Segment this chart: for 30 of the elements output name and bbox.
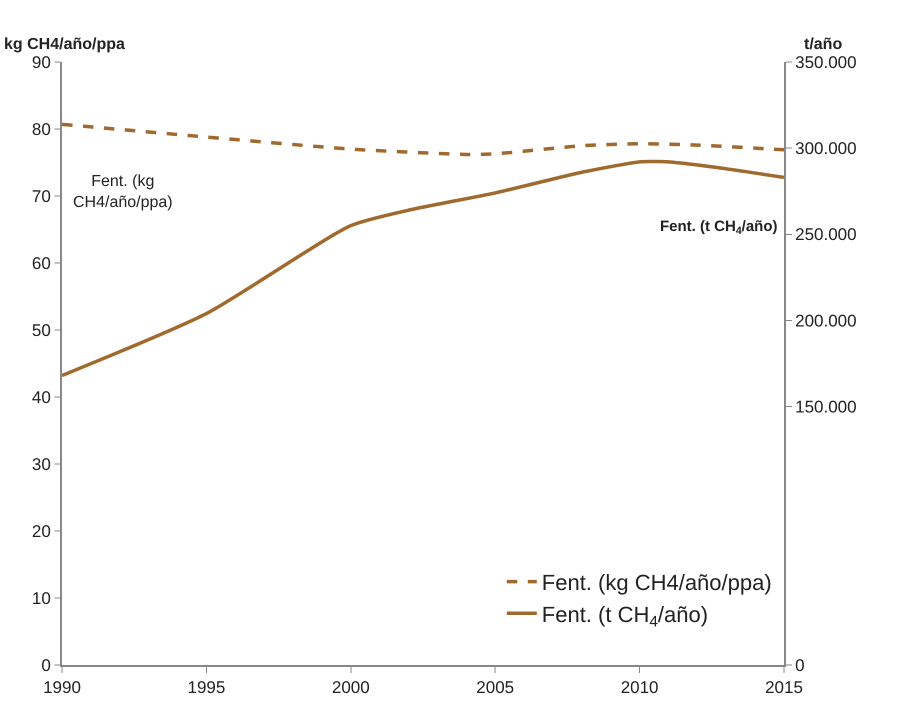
y-tick-label: 60 (32, 254, 51, 273)
y2-axis-title: t/año (804, 36, 842, 53)
x-tick-label: 1995 (187, 678, 226, 698)
y-tick-label: 50 (32, 320, 51, 340)
y2-tick-label: 200.000 (795, 311, 857, 330)
x-tick-label: 2015 (765, 678, 803, 698)
y2-tick-label: 0 (795, 656, 805, 675)
y2-tick-label: 350.000 (795, 52, 857, 72)
y-axis-title: kg CH4/año/ppa (4, 36, 126, 53)
y2-tick-label: 250.000 (795, 225, 857, 244)
y-tick-label: 40 (32, 388, 51, 407)
line-series (62, 160, 784, 378)
line-series (62, 122, 784, 156)
x-tick-label: 2005 (476, 678, 514, 698)
y-tick-label: 90 (32, 52, 51, 72)
x-tick-label: 1990 (43, 678, 81, 698)
legend-label: Fent. (kg CH4/año/ppa) (542, 570, 772, 596)
y-tick-label: 10 (32, 588, 51, 608)
y-tick-label: 30 (32, 454, 51, 474)
x-tick-label: 2000 (332, 678, 370, 698)
annotation: Fent. (t CH$_{4}$/año) (660, 218, 778, 238)
legend-label: Fent. (t CH$_{4}$/año) (542, 602, 708, 630)
y-tick-label: 0 (41, 656, 51, 675)
y2-tick-label: 150.000 (795, 398, 857, 417)
y-tick-label: 80 (32, 120, 51, 139)
y-tick-label: 70 (32, 186, 51, 206)
y-tick-label: 20 (32, 522, 51, 541)
y2-tick-label: 300.000 (795, 139, 857, 158)
x-tick-label: 2010 (620, 678, 659, 698)
annotation: Fent. (kg CH4/año/ppa) (73, 173, 173, 211)
